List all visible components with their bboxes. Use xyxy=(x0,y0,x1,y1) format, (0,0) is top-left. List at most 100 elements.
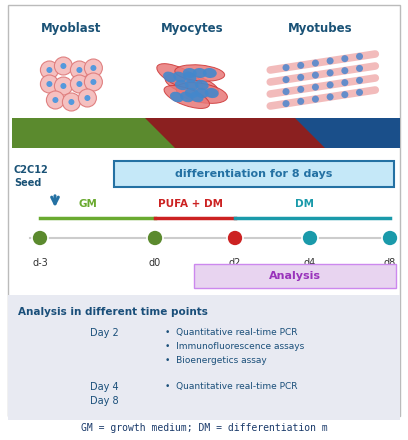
Text: Seed: Seed xyxy=(14,178,41,188)
Polygon shape xyxy=(12,118,190,148)
Circle shape xyxy=(341,67,348,74)
FancyBboxPatch shape xyxy=(8,5,400,416)
Circle shape xyxy=(341,91,348,98)
Ellipse shape xyxy=(195,80,208,90)
Circle shape xyxy=(84,59,102,77)
Circle shape xyxy=(71,75,89,93)
Circle shape xyxy=(312,95,319,103)
Circle shape xyxy=(227,230,243,246)
Circle shape xyxy=(69,99,74,105)
Circle shape xyxy=(40,75,58,93)
Ellipse shape xyxy=(163,72,176,82)
Circle shape xyxy=(76,67,82,73)
Circle shape xyxy=(78,89,96,107)
Text: Analysis: Analysis xyxy=(269,271,321,281)
Circle shape xyxy=(382,230,398,246)
Circle shape xyxy=(91,79,96,85)
Ellipse shape xyxy=(175,65,225,81)
Ellipse shape xyxy=(173,72,186,82)
Circle shape xyxy=(60,63,67,69)
Circle shape xyxy=(32,230,48,246)
Ellipse shape xyxy=(175,80,188,90)
Circle shape xyxy=(47,91,64,109)
Text: d0: d0 xyxy=(149,258,161,268)
Ellipse shape xyxy=(176,83,227,103)
Polygon shape xyxy=(145,118,340,148)
Circle shape xyxy=(312,59,319,66)
Circle shape xyxy=(356,53,363,60)
Circle shape xyxy=(40,61,58,79)
Circle shape xyxy=(91,65,96,71)
Circle shape xyxy=(356,77,363,84)
Circle shape xyxy=(47,81,52,87)
Text: d-3: d-3 xyxy=(32,258,48,268)
Circle shape xyxy=(341,55,348,62)
Text: Myocytes: Myocytes xyxy=(160,22,223,35)
FancyBboxPatch shape xyxy=(114,161,394,187)
Circle shape xyxy=(147,230,163,246)
Circle shape xyxy=(282,76,290,83)
Circle shape xyxy=(312,84,319,91)
Ellipse shape xyxy=(185,88,199,98)
Circle shape xyxy=(54,77,72,95)
FancyBboxPatch shape xyxy=(8,295,400,420)
Ellipse shape xyxy=(203,68,217,78)
Ellipse shape xyxy=(185,80,199,90)
Circle shape xyxy=(52,97,58,103)
Text: •  Immunofluorescence assays: • Immunofluorescence assays xyxy=(165,342,304,351)
Circle shape xyxy=(60,83,67,89)
Circle shape xyxy=(327,81,334,88)
Polygon shape xyxy=(295,118,400,148)
Text: •  Quantitative real-time PCR: • Quantitative real-time PCR xyxy=(165,382,297,391)
Text: d4: d4 xyxy=(304,258,316,268)
Circle shape xyxy=(327,70,334,77)
Ellipse shape xyxy=(193,68,207,78)
Ellipse shape xyxy=(183,68,197,78)
Circle shape xyxy=(356,65,363,72)
Ellipse shape xyxy=(183,72,196,82)
Text: Day 8: Day 8 xyxy=(90,396,119,406)
Text: •  Bioenergetics assay: • Bioenergetics assay xyxy=(165,356,267,365)
Circle shape xyxy=(47,67,52,73)
Circle shape xyxy=(297,62,304,69)
Circle shape xyxy=(297,74,304,81)
Text: Analysis in different time points: Analysis in different time points xyxy=(18,307,208,317)
Text: DM: DM xyxy=(295,199,315,209)
Text: GM: GM xyxy=(79,199,98,209)
Circle shape xyxy=(71,61,89,79)
Circle shape xyxy=(297,86,304,93)
Circle shape xyxy=(312,72,319,79)
Text: differentiation for 8 days: differentiation for 8 days xyxy=(175,169,333,179)
Ellipse shape xyxy=(165,73,218,97)
Ellipse shape xyxy=(195,88,209,98)
Text: Day 2: Day 2 xyxy=(90,328,119,338)
Circle shape xyxy=(84,73,102,91)
Circle shape xyxy=(302,230,318,246)
Circle shape xyxy=(327,93,334,100)
Ellipse shape xyxy=(170,92,184,102)
Circle shape xyxy=(76,81,82,87)
Ellipse shape xyxy=(180,92,193,102)
Circle shape xyxy=(341,79,348,86)
Circle shape xyxy=(54,57,72,75)
Circle shape xyxy=(84,95,91,101)
Ellipse shape xyxy=(205,88,219,98)
Text: •  Quantitative real-time PCR: • Quantitative real-time PCR xyxy=(165,328,297,337)
Text: Day 4: Day 4 xyxy=(90,382,119,392)
Circle shape xyxy=(282,100,290,107)
Text: d8: d8 xyxy=(384,258,396,268)
Circle shape xyxy=(282,64,290,71)
Text: C2C12: C2C12 xyxy=(14,165,49,175)
Text: GM = growth medium; DM = differentiation m: GM = growth medium; DM = differentiation… xyxy=(81,423,327,433)
Text: PUFA + DM: PUFA + DM xyxy=(157,199,222,209)
Circle shape xyxy=(297,98,304,105)
Circle shape xyxy=(356,89,363,96)
Ellipse shape xyxy=(164,85,209,108)
Text: d2: d2 xyxy=(229,258,241,268)
Text: Myotubes: Myotubes xyxy=(288,22,353,35)
Ellipse shape xyxy=(190,92,204,102)
FancyBboxPatch shape xyxy=(194,264,396,288)
Ellipse shape xyxy=(157,64,203,90)
Text: Myoblast: Myoblast xyxy=(41,22,102,35)
Circle shape xyxy=(62,93,80,111)
